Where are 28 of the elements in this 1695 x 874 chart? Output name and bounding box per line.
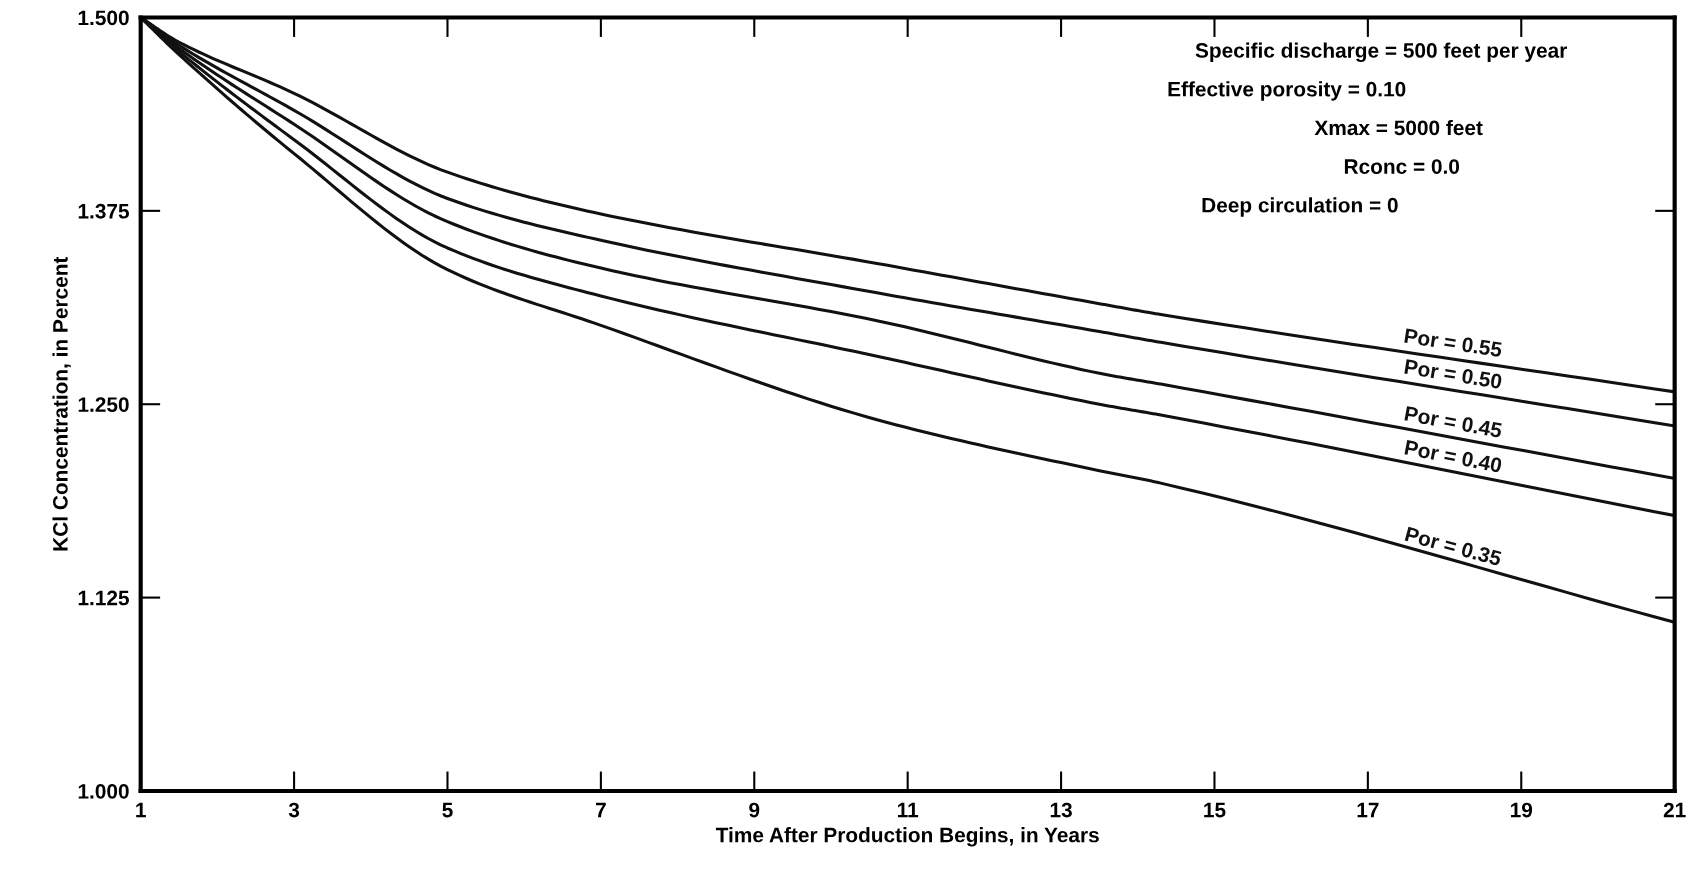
x-tick-label: 17: [1357, 802, 1379, 818]
y-tick-label: 1.250: [78, 397, 129, 412]
y-tick-label: 1.500: [78, 10, 129, 26]
y-tick-label: 1.000: [78, 783, 129, 799]
x-tick-label: 3: [288, 802, 300, 818]
text: Por = 0.55: [1404, 328, 1503, 358]
x-tick-label: 21: [1663, 802, 1686, 818]
x-tick-label: 19: [1510, 802, 1533, 818]
annotation: Specific discharge = 500 feet per year: [1195, 42, 1567, 63]
y-tick-label: 1.125: [78, 590, 129, 606]
x-tick-label: 11: [897, 802, 919, 818]
y-axis-title: KCl Concentration, in Percent: [52, 256, 71, 551]
annotation: Effective porosity = 0.10: [1168, 81, 1406, 101]
text: Por = 0.35: [1404, 526, 1503, 567]
x-tick-label: 9: [749, 802, 760, 818]
annotation: Xmax = 5000 feet: [1314, 119, 1483, 136]
text: Por = 0.50: [1404, 359, 1503, 390]
x-tick-label: 7: [595, 802, 606, 818]
x-axis-title: Time After Production Begins, in Years: [715, 827, 1099, 847]
y-tick-label: 1.375: [78, 203, 129, 219]
x-tick-label: 13: [1050, 802, 1072, 818]
annotation: Deep circulation = 0: [1202, 197, 1398, 217]
text: Por = 0.40: [1404, 439, 1503, 473]
x-tick-label: 1: [136, 802, 146, 818]
text: Por = 0.45: [1404, 405, 1503, 439]
x-tick-label: 15: [1204, 802, 1226, 818]
annotation: Rconc = 0.0: [1344, 159, 1460, 174]
x-tick-label: 5: [442, 802, 453, 818]
